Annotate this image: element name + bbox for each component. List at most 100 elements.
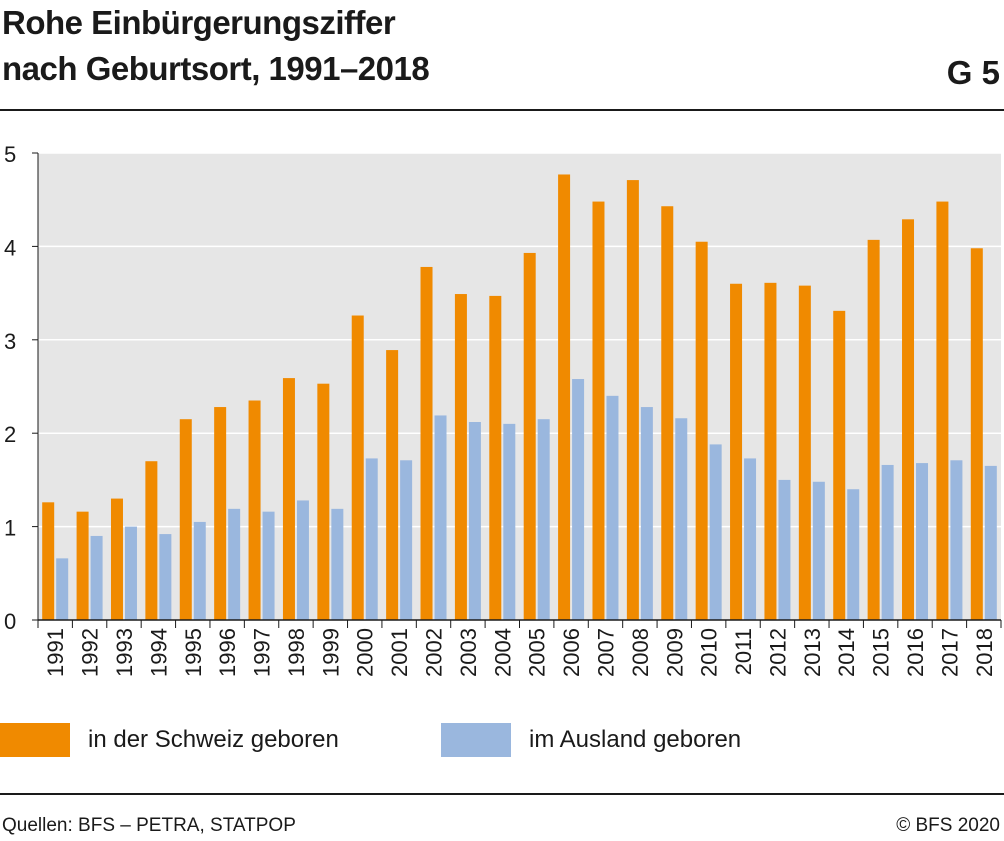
bar-schweiz-2006: [558, 174, 571, 620]
bar-ausland-1998: [296, 500, 309, 620]
x-tick-label-1999: 1999: [318, 628, 343, 677]
header-rule: [0, 109, 1004, 111]
bar-ausland-2005: [537, 419, 550, 620]
bar-schweiz-2009: [661, 206, 674, 620]
x-tick-label-2011: 2011: [731, 628, 756, 675]
bar-ausland-2008: [640, 407, 653, 620]
legend-item-schweiz: in der Schweiz geboren: [0, 722, 339, 758]
chart-title-line2: nach Geburtsort, 1991–2018: [2, 50, 430, 87]
bar-schweiz-1998: [282, 378, 295, 620]
bar-ausland-1995: [193, 521, 206, 620]
bar-ausland-2002: [434, 415, 447, 620]
bar-ausland-2003: [468, 421, 481, 620]
x-tick-label-2009: 2009: [662, 628, 687, 677]
bar-ausland-1994: [159, 534, 172, 620]
legend-swatch-schweiz: [0, 723, 70, 757]
bar-schweiz-2017: [936, 201, 949, 620]
bar-schweiz-2000: [351, 315, 364, 620]
bar-schweiz-1991: [42, 502, 55, 620]
x-tick-label-2007: 2007: [593, 628, 618, 677]
y-tick-label-3: 3: [4, 329, 16, 354]
bar-schweiz-1995: [179, 419, 192, 620]
x-tick-label-1991: 1991: [43, 628, 68, 677]
bar-schweiz-2010: [695, 241, 708, 620]
bar-ausland-1996: [228, 508, 241, 620]
bar-ausland-2004: [503, 423, 516, 620]
bar-schweiz-1999: [317, 383, 330, 620]
x-tick-label-2015: 2015: [869, 628, 894, 677]
bar-schweiz-2016: [902, 219, 915, 620]
x-tick-label-2005: 2005: [525, 628, 550, 677]
bar-schweiz-2004: [489, 295, 502, 620]
bar-schweiz-2003: [454, 294, 467, 620]
legend-label-schweiz: in der Schweiz geboren: [88, 726, 339, 753]
bar-ausland-2016: [916, 463, 929, 620]
bar-ausland-1991: [56, 558, 69, 620]
y-tick-label-4: 4: [4, 235, 16, 260]
x-tick-label-2012: 2012: [765, 628, 790, 677]
bar-ausland-1993: [124, 526, 137, 620]
bar-ausland-2006: [572, 379, 585, 620]
x-tick-label-2000: 2000: [353, 628, 378, 677]
x-tick-label-2004: 2004: [490, 628, 515, 677]
bar-schweiz-2014: [833, 310, 846, 620]
bar-ausland-2007: [606, 395, 619, 620]
bar-schweiz-2011: [730, 283, 743, 620]
x-tick-label-2008: 2008: [628, 628, 653, 677]
x-tick-label-1993: 1993: [112, 628, 137, 677]
x-tick-label-1998: 1998: [284, 628, 309, 677]
chart-title-line1: Rohe Einbürgerungsziffer: [2, 4, 396, 41]
bar-schweiz-1994: [145, 461, 158, 620]
x-tick-label-1996: 1996: [215, 628, 240, 677]
bar-ausland-2010: [709, 444, 722, 620]
bar-schweiz-1992: [76, 511, 89, 620]
x-tick-label-2002: 2002: [422, 628, 447, 677]
x-tick-label-2001: 2001: [387, 628, 412, 677]
bar-schweiz-1997: [248, 400, 261, 620]
x-tick-label-2003: 2003: [456, 628, 481, 677]
bar-schweiz-1993: [110, 498, 123, 620]
x-tick-label-2017: 2017: [937, 628, 962, 677]
bar-ausland-2012: [778, 479, 791, 620]
bar-ausland-2013: [812, 481, 825, 620]
bar-ausland-2001: [400, 460, 413, 620]
bar-ausland-1997: [262, 511, 275, 620]
footer-rule: [0, 793, 1004, 795]
bar-schweiz-1996: [214, 407, 227, 620]
bar-schweiz-2005: [523, 252, 536, 621]
y-tick-label-5: 5: [4, 142, 16, 167]
copyright: © BFS 2020: [896, 815, 1000, 836]
y-tick-label-2: 2: [4, 422, 16, 447]
y-tick-label-1: 1: [4, 516, 16, 541]
x-tick-label-2006: 2006: [559, 628, 584, 677]
x-tick-label-1997: 1997: [250, 628, 275, 677]
bar-ausland-2018: [984, 465, 997, 620]
bar-schweiz-2007: [592, 201, 605, 620]
x-tick-label-2013: 2013: [800, 628, 825, 677]
y-tick-label-0: 0: [4, 609, 16, 634]
bar-ausland-2011: [744, 458, 757, 620]
bar-schweiz-2013: [798, 285, 811, 620]
bar-ausland-2014: [847, 489, 860, 620]
bar-schweiz-2015: [867, 239, 880, 620]
x-tick-label-2010: 2010: [697, 628, 722, 677]
bar-schweiz-2018: [970, 248, 983, 620]
bar-ausland-1992: [90, 535, 103, 620]
bar-schweiz-2008: [626, 180, 639, 620]
legend-item-ausland: im Ausland geboren: [441, 722, 741, 758]
x-tick-label-2014: 2014: [834, 628, 859, 677]
bar-ausland-2009: [675, 418, 688, 620]
chart-title: Rohe Einbürgerungsziffer nach Geburtsort…: [2, 0, 430, 92]
x-tick-label-2018: 2018: [972, 628, 997, 677]
bar-schweiz-2012: [764, 282, 777, 620]
bar-schweiz-2002: [420, 266, 433, 620]
bar-ausland-2000: [365, 458, 378, 620]
legend-label-ausland: im Ausland geboren: [529, 726, 742, 753]
x-tick-label-2016: 2016: [903, 628, 928, 677]
bar-ausland-2017: [950, 460, 963, 620]
x-tick-label-1994: 1994: [146, 628, 171, 677]
bar-chart: 0 1 2 3 4 5 1991 1992 1993 1994 1995 1996 1997 1998 19…: [4, 142, 1002, 677]
bar-ausland-2015: [881, 464, 894, 620]
figure-id: G 5: [946, 54, 1000, 91]
bar-schweiz-2001: [386, 350, 399, 620]
